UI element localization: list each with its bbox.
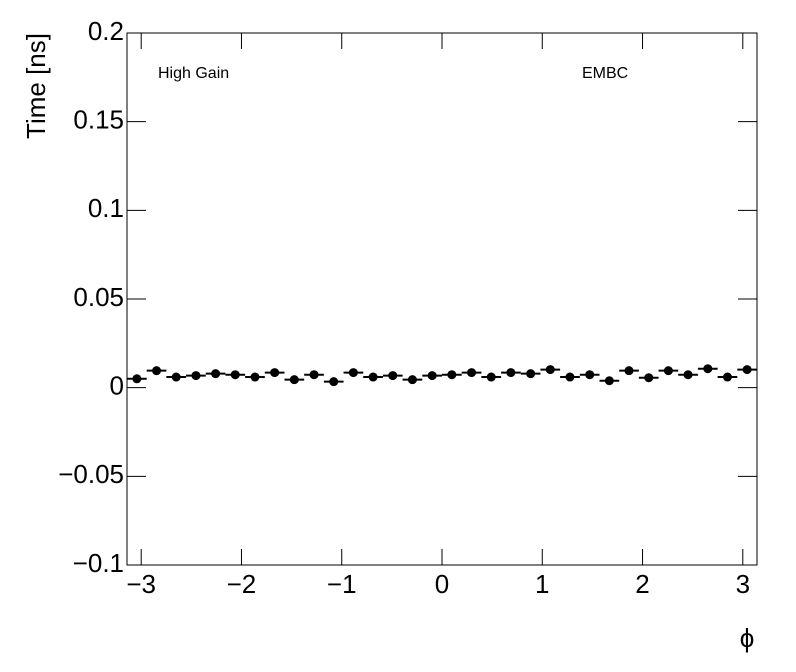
x-tick-label: 3 [736,569,750,599]
data-point [604,376,614,386]
y-tick-label: −0.05 [58,459,124,489]
data-point [427,371,437,381]
y-tick-label: 0.05 [73,282,124,312]
x-tick-label: 2 [635,569,649,599]
annotation: EMBC [582,65,628,82]
data-point [250,372,260,382]
data-point [467,368,477,378]
data-point [526,369,536,379]
data-point [722,372,732,382]
x-tick-label: 0 [435,569,449,599]
annotation: High Gain [158,65,229,82]
x-tick-label: −1 [327,569,357,599]
data-point [368,372,378,382]
y-tick-label: 0.2 [88,16,124,46]
data-point [742,365,752,375]
data-point [683,370,693,380]
data-point [289,375,299,385]
data-point [211,369,221,379]
y-tick-label: 0.15 [73,105,124,135]
data-point [171,372,181,382]
data-point [348,368,358,378]
data-point [506,368,516,378]
data-point [703,364,713,374]
data-point [545,365,555,375]
data-point [191,371,201,381]
data-point [132,374,142,384]
data-point [486,372,496,382]
x-tick-label: −2 [227,569,257,599]
data-point [624,366,634,376]
data-point [447,370,457,380]
data-point [309,370,319,380]
data-point [565,372,575,382]
y-tick-label: −0.1 [73,548,124,578]
data-point [663,366,673,376]
y-tick-label: 0 [110,371,124,401]
plot-frame [126,32,758,566]
data-point [585,370,595,380]
data-point [388,371,398,381]
y-tick-label: 0.1 [88,193,124,223]
data-point [644,373,654,383]
data-point [329,377,339,387]
y-axis-title: Time [ns] [21,33,51,139]
x-axis-title: ϕ [740,623,755,653]
data-point [230,370,240,380]
data-point [152,366,162,376]
data-point [270,368,280,378]
x-tick-label: 1 [535,569,549,599]
x-tick-label: −3 [126,569,156,599]
data-point [407,375,417,385]
